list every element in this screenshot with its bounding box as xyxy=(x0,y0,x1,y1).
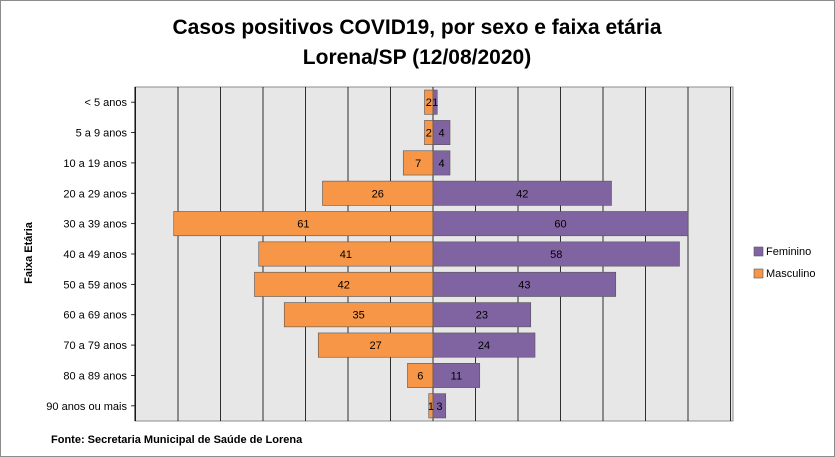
source-note: Fonte: Secretaria Municipal de Saúde de … xyxy=(51,434,303,446)
label-feminino: 4 xyxy=(438,128,444,140)
label-feminino: 58 xyxy=(550,249,562,261)
bar-masculino xyxy=(402,150,434,176)
bar-feminino xyxy=(432,271,617,297)
y-axis-label: Faixa Etária xyxy=(23,221,35,284)
label-masculino: 7 xyxy=(415,158,421,170)
label-feminino: 23 xyxy=(476,310,488,322)
bars xyxy=(173,89,689,419)
category-label: 5 a 9 anos xyxy=(76,128,128,140)
category-label: 70 a 79 anos xyxy=(63,340,127,352)
category-label: 80 a 89 anos xyxy=(63,370,127,382)
legend-label-feminino: Feminino xyxy=(766,246,811,258)
bar-feminino xyxy=(432,211,689,237)
legend-label-masculino: Masculino xyxy=(766,268,816,280)
category-label: < 5 anos xyxy=(84,97,127,109)
category-label: 40 a 49 anos xyxy=(63,249,127,261)
bar-feminino xyxy=(432,150,451,176)
label-masculino: 2 xyxy=(426,128,432,140)
bar-masculino xyxy=(322,180,434,206)
bar-masculino xyxy=(407,363,434,388)
label-feminino: 4 xyxy=(438,158,444,170)
label-masculino: 42 xyxy=(338,279,350,291)
bar-feminino xyxy=(432,120,451,145)
label-feminino: 3 xyxy=(436,401,442,413)
legend-swatch-masculino xyxy=(753,268,764,279)
category-label: 50 a 59 anos xyxy=(63,279,127,291)
category-label: 10 a 19 anos xyxy=(63,158,127,170)
bar-masculino xyxy=(283,302,434,328)
bar-feminino xyxy=(432,241,680,267)
category-label: 60 a 69 anos xyxy=(63,310,127,322)
bar-masculino xyxy=(317,332,434,358)
category-label: 90 anos ou mais xyxy=(46,401,127,413)
category-label: 30 a 39 anos xyxy=(63,219,127,231)
label-masculino: 2 xyxy=(426,97,432,109)
bar-feminino xyxy=(432,89,438,115)
bar-feminino xyxy=(432,363,481,388)
label-feminino: 24 xyxy=(478,340,490,352)
chart-title-line2: Lorena/SP (12/08/2020) xyxy=(303,46,531,69)
legend: Feminino Masculino xyxy=(753,246,816,280)
label-feminino: 1 xyxy=(432,97,438,109)
legend-swatch-feminino xyxy=(753,246,764,257)
label-masculino: 41 xyxy=(340,249,352,261)
category-label: 20 a 29 anos xyxy=(63,188,127,200)
label-feminino: 43 xyxy=(518,279,530,291)
label-masculino: 27 xyxy=(370,340,382,352)
label-feminino: 60 xyxy=(554,219,566,231)
bar-feminino xyxy=(432,180,612,206)
bar-feminino xyxy=(432,332,536,358)
label-masculino: 61 xyxy=(297,219,309,231)
label-masculino: 26 xyxy=(372,188,384,200)
bar-feminino xyxy=(432,302,532,328)
bar-feminino xyxy=(432,393,447,419)
category-ticks: < 5 anos 5 a 9 anos 10 a 19 anos 20 a 29 an… xyxy=(46,87,136,421)
chart-title-line1: Casos positivos COVID19, por sexo e faix… xyxy=(172,16,661,39)
label-feminino: 11 xyxy=(451,370,462,382)
label-feminino: 42 xyxy=(516,188,528,200)
label-masculino: 35 xyxy=(353,310,365,322)
label-masculino: 6 xyxy=(417,370,423,382)
bar-masculino xyxy=(258,241,434,267)
label-masculino: 1 xyxy=(428,401,434,413)
